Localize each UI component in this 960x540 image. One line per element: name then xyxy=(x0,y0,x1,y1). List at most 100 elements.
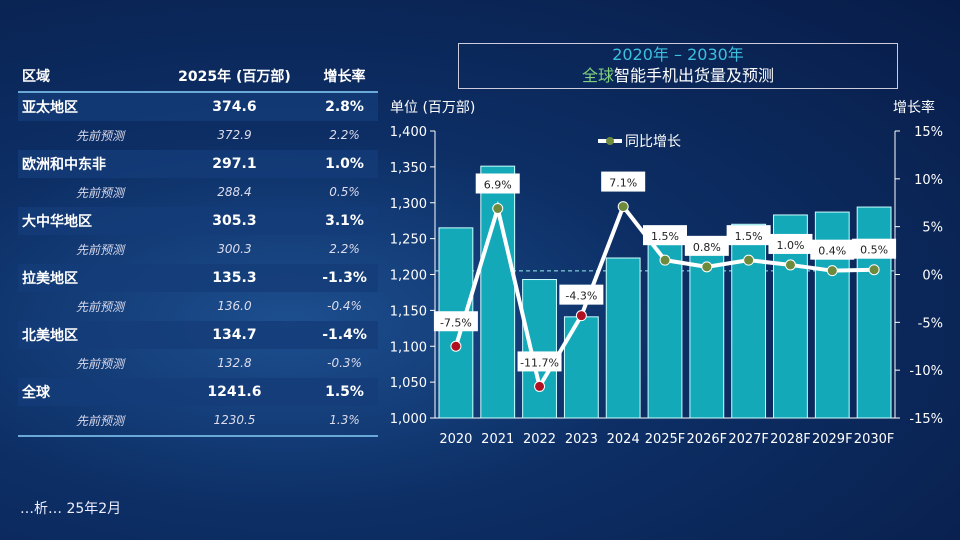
data-label: 0.8% xyxy=(693,241,721,254)
value: 374.6 xyxy=(157,91,312,121)
region: 北美地区 xyxy=(18,320,158,349)
region: 欧洲和中东非 xyxy=(18,149,158,178)
table-row: 亚太地区 374.6 2.8% xyxy=(18,91,378,121)
y-tick-label: 1,350 xyxy=(390,161,427,176)
prev-label: 先前预测 xyxy=(76,128,125,143)
x-tick-label: 2027F xyxy=(728,432,769,447)
table-row: 拉美地区 135.3 -1.3% xyxy=(18,263,378,292)
x-tick-label: 2028F xyxy=(770,432,811,447)
growth: -1.3% xyxy=(311,263,378,292)
y2-tick-label: -5% xyxy=(918,316,943,331)
table-row: 欧洲和中东非 297.1 1.0% xyxy=(18,149,378,178)
region: 大中华地区 xyxy=(18,206,158,235)
table-row: 全球 1241.6 1.5% xyxy=(18,377,378,406)
x-tick-label: 2023 xyxy=(565,432,598,447)
prev-value: 1230.5 xyxy=(157,406,312,437)
table-header: 区域 xyxy=(18,62,158,93)
growth: 3.1% xyxy=(311,206,378,235)
data-label-box xyxy=(768,233,813,254)
prev-growth: -0.4% xyxy=(327,299,362,314)
data-label: 0.4% xyxy=(818,245,846,258)
growth-point xyxy=(450,340,462,352)
bar xyxy=(731,223,767,419)
table-header: 2025年 (百万部) xyxy=(157,62,312,93)
title-line2b: 智能手机出货量及预测 xyxy=(614,66,775,85)
prev-growth: -0.3% xyxy=(327,356,362,371)
title-line2a: 全球 xyxy=(581,66,614,85)
growth: 1.0% xyxy=(311,149,378,178)
data-label-box xyxy=(810,239,855,260)
growth-point xyxy=(868,264,880,276)
x-tick-label: 2022 xyxy=(523,432,556,447)
y2-tick-label: 10% xyxy=(914,173,943,188)
legend-marker xyxy=(606,137,614,145)
data-label-box xyxy=(559,284,604,305)
prev-label: 先前预测 xyxy=(76,242,125,257)
data-label: 1.0% xyxy=(776,239,804,252)
value: 135.3 xyxy=(157,263,312,292)
bar xyxy=(605,257,641,419)
y2-tick-label: -15% xyxy=(909,412,943,427)
prev-value: 288.4 xyxy=(217,185,252,200)
title-line1: 2020年 – 2030年 xyxy=(612,45,744,64)
y2-tick-label: 15% xyxy=(914,125,943,140)
footer-source: …析… 25年2月 xyxy=(20,501,122,517)
growth-point xyxy=(492,202,504,214)
y-tick-label: 1,050 xyxy=(390,376,427,391)
legend-label: 同比增长 xyxy=(625,134,681,150)
table-subrow: 先前预测 288.4 0.5% xyxy=(18,178,378,207)
data-label: 1.5% xyxy=(651,230,679,243)
prev-value: 372.9 xyxy=(217,128,252,143)
x-tick-label: 2026F xyxy=(687,432,728,447)
value: 1241.6 xyxy=(157,377,312,406)
table-subrow: 先前预测 136.0 -0.4% xyxy=(18,292,378,321)
y-tick-label: 1,150 xyxy=(390,304,427,319)
prev-value: 136.0 xyxy=(217,299,252,314)
data-label: 6.9% xyxy=(484,178,512,191)
data-label: -7.5% xyxy=(440,316,472,329)
prev-label: 先前预测 xyxy=(18,406,158,437)
y2-tick-label: 5% xyxy=(922,221,943,236)
growth-point xyxy=(659,254,671,266)
chart-title: 2020年 – 2030年 全球智能手机出货量及预测 xyxy=(458,43,898,89)
bar xyxy=(522,279,557,419)
region-table: 区域 2025年 (百万部) 增长率 亚太地区 374.6 2.8% 先前预测 372.9 2.… xyxy=(18,62,378,437)
bar xyxy=(647,244,683,419)
prev-growth: 2.2% xyxy=(329,242,360,257)
prev-value: 132.8 xyxy=(217,356,252,371)
data-label-box xyxy=(726,225,771,246)
table-subrow: 先前预测 1230.5 1.3% xyxy=(18,406,378,437)
prev-growth: 1.3% xyxy=(311,406,378,437)
prev-value: 300.3 xyxy=(217,242,252,257)
region: 全球 xyxy=(18,377,158,406)
value: 134.7 xyxy=(157,320,312,349)
prev-growth: 0.5% xyxy=(329,185,360,200)
x-tick-label: 2020 xyxy=(439,432,472,447)
table-row: 北美地区 134.7 -1.4% xyxy=(18,320,378,349)
bar xyxy=(856,206,892,419)
data-label: 0.5% xyxy=(860,244,888,257)
y2-tick-label: -10% xyxy=(909,364,943,379)
x-tick-label: 2025F xyxy=(645,432,686,447)
growth: -1.4% xyxy=(311,320,378,349)
growth-point xyxy=(743,254,755,266)
data-label-box xyxy=(517,351,562,372)
y-tick-label: 1,200 xyxy=(390,269,427,284)
prev-label: 先前预测 xyxy=(76,299,125,314)
y-tick-label: 1,300 xyxy=(390,197,427,212)
region: 拉美地区 xyxy=(18,263,158,292)
data-label-box xyxy=(852,238,897,259)
data-label-box xyxy=(643,225,687,246)
data-label-box xyxy=(601,171,646,192)
y-tick-label: 1,400 xyxy=(390,125,427,140)
growth: 1.5% xyxy=(311,377,378,406)
value: 305.3 xyxy=(157,206,312,235)
y-axis-label: 单位 (百万部) xyxy=(390,100,475,116)
growth-point xyxy=(826,265,838,277)
x-tick-label: 2021 xyxy=(481,432,514,447)
y-tick-label: 1,100 xyxy=(390,340,427,355)
growth-point xyxy=(575,310,587,322)
growth-point xyxy=(701,261,713,273)
prev-growth: 2.2% xyxy=(329,128,360,143)
